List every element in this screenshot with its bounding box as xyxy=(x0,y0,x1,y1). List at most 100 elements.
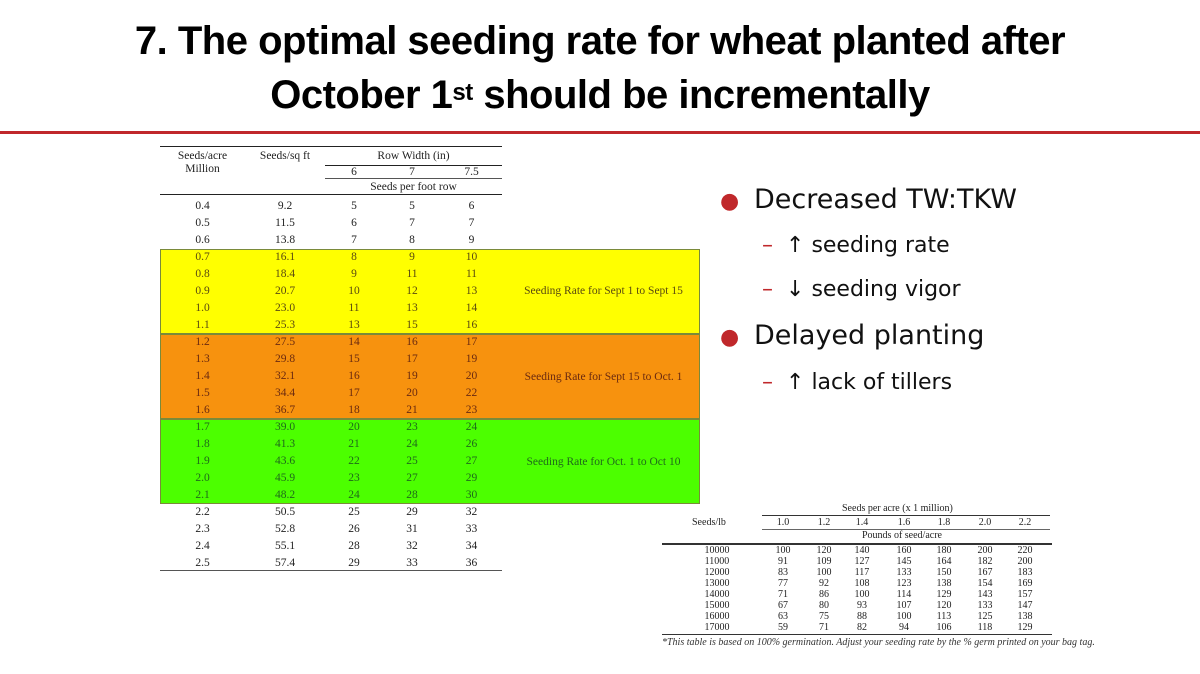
header-seeds-per-foot: Seeds per foot row xyxy=(370,181,457,193)
cell: 24 xyxy=(406,438,418,450)
table-bottom-rule xyxy=(662,634,1052,635)
table-row: 16000 63 75 88 100 113 125 138 xyxy=(662,611,1062,622)
cell: 86 xyxy=(819,589,829,600)
cell: 15 xyxy=(348,353,360,365)
table-row: 1.7 39.0 20 23 24 xyxy=(160,419,502,436)
cell: 14000 xyxy=(704,589,730,600)
cell: 23.0 xyxy=(274,302,296,314)
cell: 28 xyxy=(406,489,418,501)
cell: 182 xyxy=(977,556,993,567)
cell: 106 xyxy=(936,622,952,633)
cell: 200 xyxy=(977,545,993,556)
cell: 30 xyxy=(465,489,478,501)
cell: 13 xyxy=(348,319,360,331)
cell: 147 xyxy=(1017,600,1033,611)
cell: 32.1 xyxy=(274,370,296,382)
cell: 94 xyxy=(899,622,909,633)
table-row: 1.5 34.4 17 20 22 xyxy=(160,385,502,402)
cell: 28 xyxy=(348,540,360,552)
table-row: 13000 77 92 108 123 138 154 169 xyxy=(662,578,1062,589)
cell: 0.4 xyxy=(195,200,210,212)
table-row: 0.8 18.4 9 11 11 xyxy=(160,266,502,283)
cell: 9 xyxy=(409,251,415,263)
cell: 57.4 xyxy=(274,557,296,569)
cell: 24 xyxy=(348,489,360,501)
cell: 26 xyxy=(348,523,360,535)
cell: 123 xyxy=(896,578,912,589)
cell: 43.6 xyxy=(274,455,296,467)
cell: 107 xyxy=(896,600,912,611)
table-row: 1.0 23.0 11 13 14 xyxy=(160,300,502,317)
cell: 15000 xyxy=(704,600,730,611)
cell: 21 xyxy=(406,404,418,416)
band-oct1-oct10: Seeding Rate for Oct. 1 to Oct 10 xyxy=(160,419,700,504)
title-superscript: st xyxy=(452,79,473,106)
cell: 25 xyxy=(406,455,418,467)
col-header: 1.8 xyxy=(937,517,951,528)
cell: 0.5 xyxy=(195,217,210,229)
cell: 16 xyxy=(348,370,360,382)
cell: 11000 xyxy=(704,556,730,567)
table-body: 0.4 9.2 5 5 6 0.5 11.5 6 7 7 0.6 13.8 7 8 9 0.7 16.1 8… xyxy=(160,198,502,572)
table-row: 2.2 50.5 25 29 32 xyxy=(160,504,502,521)
table-row: 1.1 25.3 13 15 16 xyxy=(160,317,502,334)
table-row: 15000 67 80 93 107 120 133 147 xyxy=(662,600,1062,611)
title-line-1: 7. The optimal seeding rate for wheat pl… xyxy=(134,19,1066,63)
sub-bullet-text: seeding rate xyxy=(811,233,950,258)
cell: 13 xyxy=(406,302,418,314)
cell: 27 xyxy=(465,455,478,467)
cell: 145 xyxy=(896,556,912,567)
cell: 20 xyxy=(406,387,418,399)
header-rule xyxy=(325,178,502,179)
cell: 1.6 xyxy=(195,404,210,416)
cell: 6 xyxy=(351,217,357,229)
cell: 100 xyxy=(854,589,870,600)
cell: 33 xyxy=(406,557,418,569)
cell: 22 xyxy=(465,387,478,399)
cell: 164 xyxy=(936,556,952,567)
dash-icon: – xyxy=(762,277,773,302)
cell: 39.0 xyxy=(274,421,296,433)
cell: 154 xyxy=(977,578,993,589)
cell: 10 xyxy=(348,285,360,297)
cell: 2.4 xyxy=(195,540,210,552)
cell: 24 xyxy=(465,421,478,433)
table-row: 0.6 13.8 7 8 9 xyxy=(160,232,502,249)
header-seeds-lb: Seeds/lb xyxy=(692,517,726,528)
cell: 36 xyxy=(465,557,478,569)
sub-bullet-item: – ↑ seeding rate xyxy=(762,233,950,258)
cell: 150 xyxy=(936,567,952,578)
table-bottom-rule xyxy=(160,570,502,571)
sub-bullet-item: – ↓ seeding vigor xyxy=(762,277,961,302)
band-label: Seeding Rate for Oct. 1 to Oct 10 xyxy=(526,456,681,468)
cell: 0.7 xyxy=(195,251,210,263)
cell: 12 xyxy=(406,285,418,297)
cell: 6 xyxy=(468,200,475,212)
header-bottom-rule xyxy=(662,543,1052,545)
cell: 25 xyxy=(348,506,360,518)
title-line-2-start: October 1 xyxy=(270,73,453,117)
sub-bullet-text: lack of tillers xyxy=(811,370,953,395)
cell: 1.3 xyxy=(195,353,210,365)
cell: 200 xyxy=(1017,556,1033,567)
col-header: 2.2 xyxy=(1018,517,1032,528)
cell: 20.7 xyxy=(274,285,296,297)
cell: 5 xyxy=(351,200,357,212)
cell: 29 xyxy=(348,557,360,569)
header-rule xyxy=(325,165,502,166)
header-width-6: 6 xyxy=(351,166,357,178)
cell: 11 xyxy=(406,268,418,280)
arrow-down-icon: ↓ xyxy=(786,277,805,302)
cell: 220 xyxy=(1017,545,1033,556)
col-header: 1.6 xyxy=(897,517,911,528)
table-footnote: *This table is based on 100% germination… xyxy=(662,637,1095,648)
cell: 16 xyxy=(465,319,478,331)
cell: 10000 xyxy=(704,545,730,556)
cell: 32 xyxy=(465,506,478,518)
bullet-item: ● Delayed planting xyxy=(720,320,984,351)
cell: 23 xyxy=(465,404,478,416)
slide-title: 7. The optimal seeding rate for wheat pl… xyxy=(0,14,1200,122)
cell: 45.9 xyxy=(274,472,296,484)
col-header: 1.4 xyxy=(855,517,869,528)
cell: 18.4 xyxy=(274,268,296,280)
